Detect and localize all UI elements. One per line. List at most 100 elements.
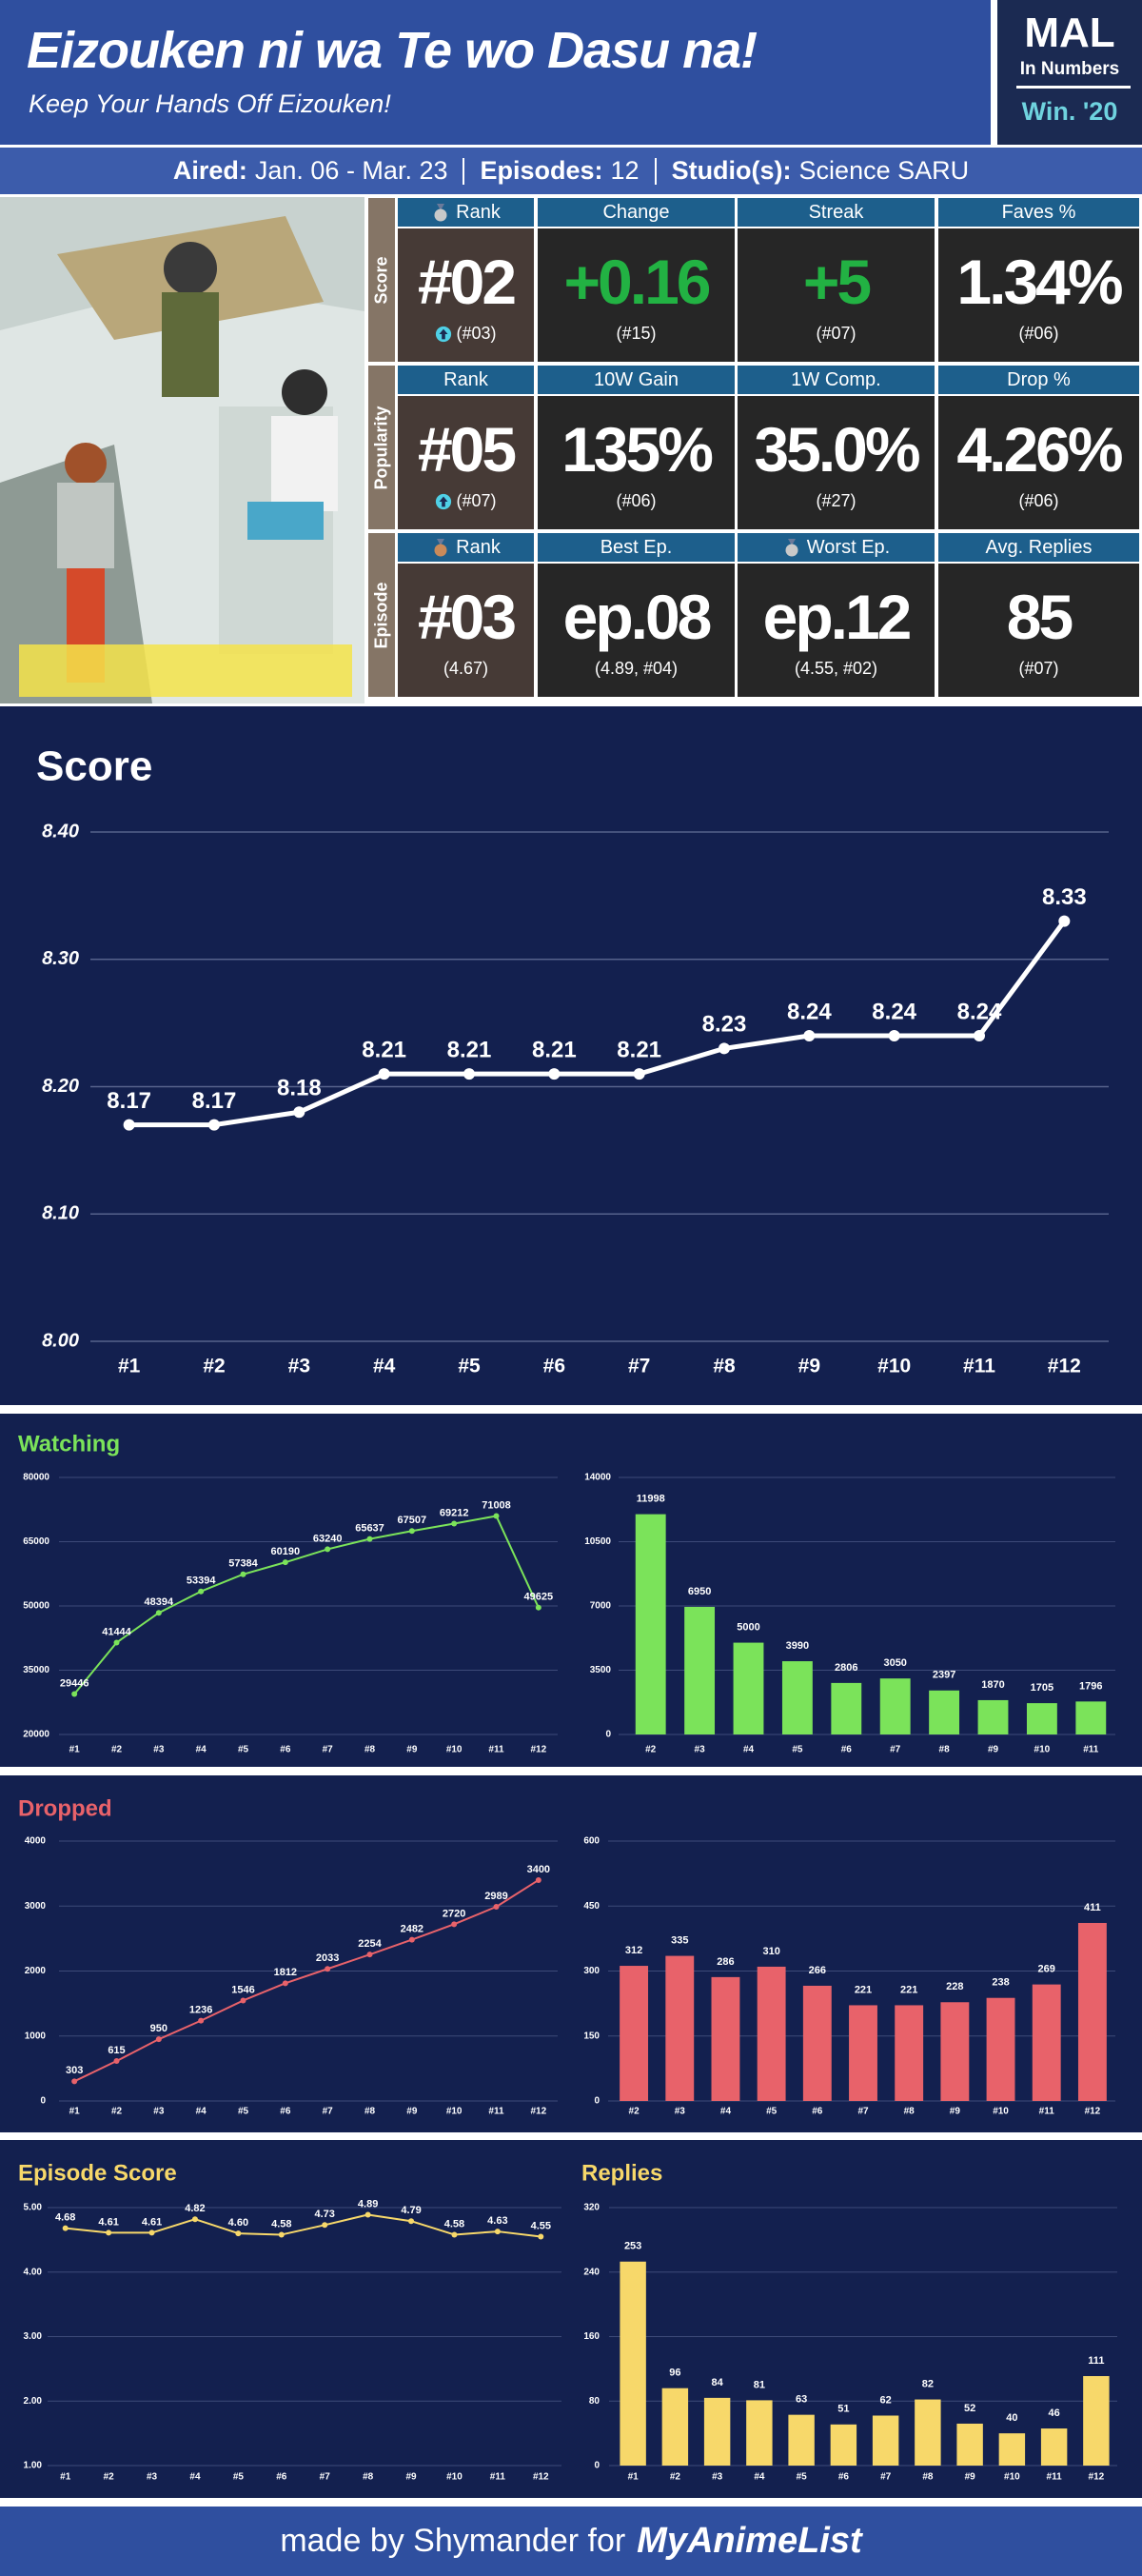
data-label: 3050 [883,1657,906,1669]
cell-sub-text: (#27) [816,491,856,510]
icon [436,493,452,509]
x-tick-label: #9 [405,2472,417,2483]
data-label: 6950 [688,1586,711,1597]
x-tick-label: #9 [988,1745,999,1755]
x-tick-label: #5 [792,1745,803,1755]
bar [635,1514,666,1734]
separator [463,157,465,185]
cell-sub-text: (4.55, #02) [794,659,878,678]
cell-sub: (#03) [398,324,534,344]
data-label: 40 [1006,2412,1017,2424]
cell-header: Rank [398,533,534,562]
series-line [73,1879,540,2083]
bar [956,2423,983,2466]
cell-value: 4.26% [956,414,1123,485]
x-tick-label: #6 [276,2472,287,2483]
data-label: 57384 [228,1558,258,1570]
data-label: 4.82 [185,2203,205,2214]
cell-value: 135% [561,414,714,485]
point [538,2233,544,2240]
data-label: 266 [809,1965,826,1976]
bar [879,1678,911,1734]
x-tick-label: #2 [670,2472,681,2483]
data-label: 4.89 [358,2198,378,2209]
data-label: 310 [762,1946,779,1957]
bar [746,2400,773,2466]
icon-medal [434,544,447,557]
x-tick-label: #9 [798,1356,820,1377]
cell-sub: (#27) [738,491,935,511]
point [888,1030,900,1041]
cell-header-text: 10W Gain [594,368,679,390]
score-panel [0,706,1142,1405]
y-tick-label: 0 [605,1730,611,1740]
data-label: 8.24 [787,999,832,1024]
cell-value: 35.0% [754,414,920,485]
bar [929,1690,960,1734]
y-tick-label: 65000 [23,1536,49,1547]
cell-sub: (#07) [398,491,534,511]
x-tick-label: #8 [904,2107,916,2117]
y-tick-label: 1.00 [24,2461,43,2471]
y-tick-label: 4.00 [24,2267,43,2277]
row-label-text: Popularity [371,405,391,490]
cell-body: ep.12 (4.55, #02) [738,564,935,697]
bar [895,2005,924,2101]
data-label: 4.61 [98,2216,118,2228]
x-tick-label: #1 [69,2107,81,2117]
x-tick-label: #4 [189,2472,201,2483]
logo: MAL In Numbers Win. '20 [997,0,1142,145]
bar [665,1955,695,2101]
data-label: 303 [66,2065,83,2076]
cell-sub-text: (#07) [1018,659,1059,678]
row-label-text: Score [371,255,391,305]
bar [711,1976,740,2101]
x-tick-label: #7 [857,2107,869,2117]
point [719,1042,730,1055]
x-tick-label: #9 [950,2107,961,2117]
x-tick-label: #12 [533,2472,549,2483]
data-label: 411 [1084,1902,1101,1913]
chart-title: Score [36,743,152,790]
x-tick-label: #6 [543,1356,565,1377]
season: Win. '20 [1021,97,1118,126]
point [282,1980,288,1987]
cell-header: Faves % [938,198,1139,227]
data-label: 62 [880,2394,892,2406]
logo-rule [1016,86,1131,89]
x-tick-label: #10 [877,1356,911,1377]
point [123,1119,135,1131]
data-label: 238 [992,1977,1009,1989]
y-tick-label: 7000 [590,1601,612,1612]
data-label: 1236 [189,2005,212,2016]
icon [434,539,447,557]
bar [620,2261,646,2466]
point [155,1610,162,1616]
y-tick-label: 10500 [584,1536,611,1547]
data-label: 8.18 [277,1076,322,1101]
x-tick-label: #1 [628,2472,640,2483]
x-tick-label: #7 [323,2107,334,2117]
point [198,1588,205,1595]
data-label: 8.17 [107,1088,151,1114]
data-label: 2720 [443,1908,465,1919]
y-tick-label: 50000 [23,1601,49,1612]
cell-sub: (#06) [538,491,735,511]
icon-ribbon [437,204,445,210]
data-label: 4.58 [444,2218,464,2229]
cell-value: #03 [417,582,517,652]
bar [986,1997,1015,2101]
y-tick-label: 240 [583,2267,600,2277]
series-line [128,920,1067,1128]
icon-ribbon [437,539,445,545]
data-label: 65637 [355,1523,384,1535]
point [408,2218,415,2225]
bar [872,2415,899,2466]
cell-header: Rank [398,366,534,394]
x-tick-label: #3 [288,1356,310,1377]
point [378,1068,390,1080]
point [240,1571,246,1577]
bar [1032,1984,1061,2101]
x-tick-label: #8 [939,1745,951,1755]
